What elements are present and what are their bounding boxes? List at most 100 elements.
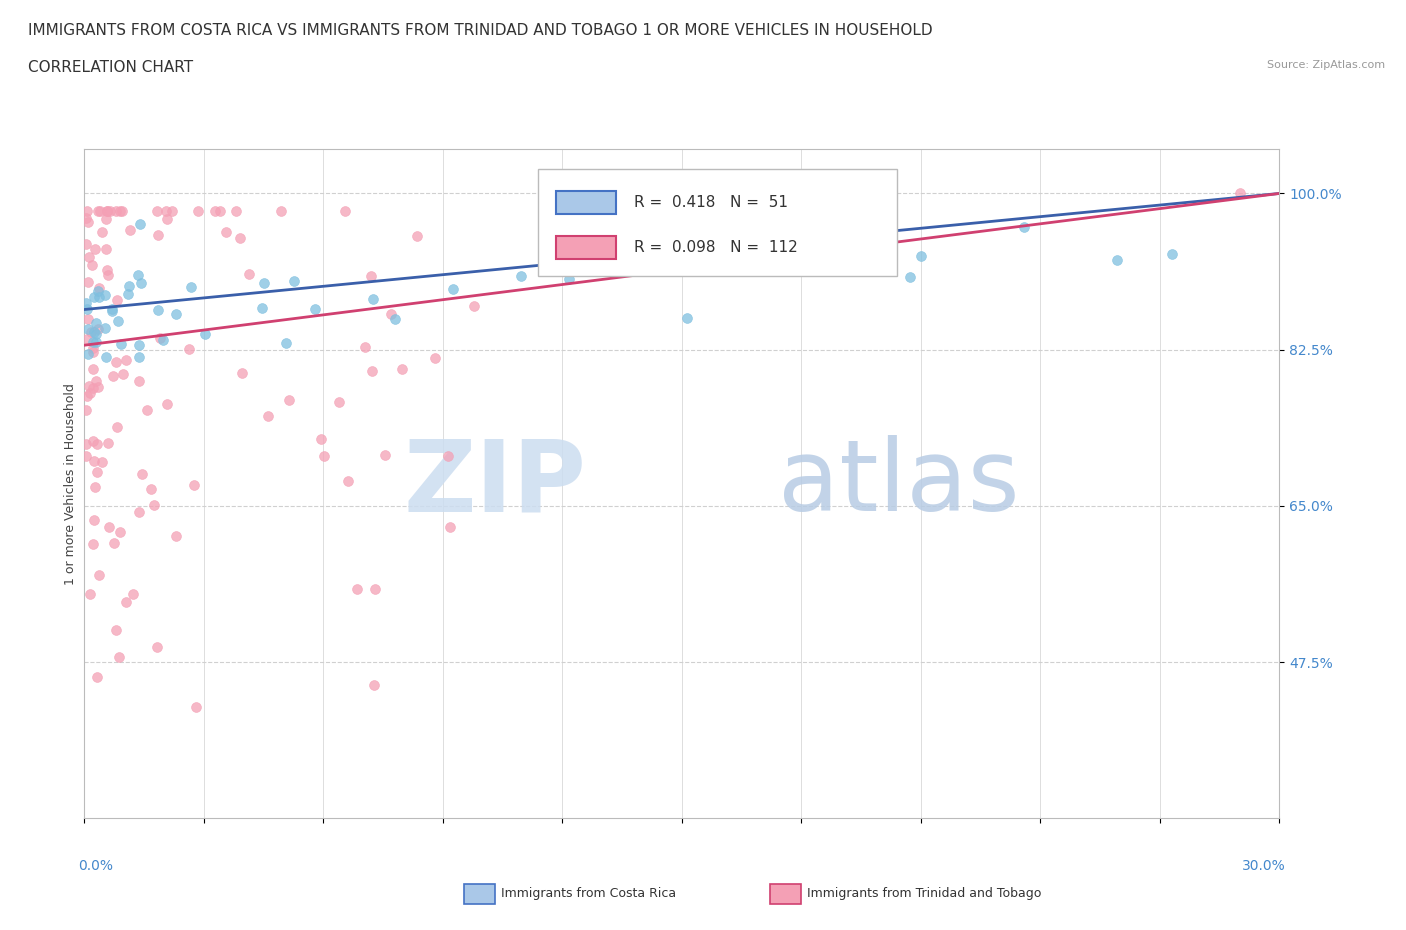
Point — [278, 393, 301, 408]
Point — [86, 670, 108, 684]
Point — [77, 214, 100, 229]
Point — [127, 267, 149, 282]
Point — [86, 322, 108, 337]
Point — [101, 303, 124, 318]
Point — [105, 204, 128, 219]
Point — [128, 350, 150, 365]
Point — [256, 409, 278, 424]
Point — [363, 678, 385, 693]
Point — [309, 432, 332, 446]
Y-axis label: 1 or more Vehicles in Household: 1 or more Vehicles in Household — [65, 382, 77, 585]
Point — [75, 449, 97, 464]
Point — [86, 464, 108, 479]
Text: atlas: atlas — [778, 435, 1019, 532]
Point — [118, 279, 141, 294]
Point — [87, 281, 110, 296]
Text: IMMIGRANTS FROM COSTA RICA VS IMMIGRANTS FROM TRINIDAD AND TOBAGO 1 OR MORE VEHI: IMMIGRANTS FROM COSTA RICA VS IMMIGRANTS… — [28, 23, 932, 38]
Point — [98, 204, 121, 219]
Point — [437, 448, 460, 463]
Point — [97, 268, 120, 283]
Point — [146, 639, 169, 654]
Point — [551, 255, 574, 270]
Point — [86, 284, 108, 299]
Point — [82, 335, 104, 350]
Point — [97, 519, 120, 534]
Point — [283, 273, 305, 288]
Point — [83, 289, 105, 304]
Point — [156, 396, 179, 411]
Point — [80, 325, 103, 339]
Text: R =  0.098   N =  112: R = 0.098 N = 112 — [634, 240, 797, 256]
Point — [250, 300, 273, 315]
Point — [111, 204, 134, 219]
Point — [165, 307, 187, 322]
Point — [749, 257, 772, 272]
Point — [463, 299, 485, 313]
Point — [155, 204, 177, 219]
Point — [75, 237, 97, 252]
Point — [558, 272, 581, 286]
Point — [156, 211, 179, 226]
Point — [87, 290, 110, 305]
Text: R =  0.418   N =  51: R = 0.418 N = 51 — [634, 195, 789, 210]
Point — [406, 229, 429, 244]
Point — [1012, 219, 1035, 234]
Point — [110, 337, 132, 352]
Point — [177, 342, 200, 357]
Text: 30.0%: 30.0% — [1241, 858, 1285, 872]
Point — [89, 204, 111, 219]
Point — [94, 287, 117, 302]
Point — [87, 567, 110, 582]
Point — [94, 321, 117, 336]
Point — [333, 204, 356, 219]
Point — [76, 204, 98, 219]
Point — [90, 455, 112, 470]
Point — [509, 268, 531, 283]
Point — [120, 222, 142, 237]
Point — [86, 315, 108, 330]
Point — [146, 302, 169, 317]
Point — [107, 313, 129, 328]
Point — [360, 269, 382, 284]
Point — [180, 280, 202, 295]
Point — [121, 587, 143, 602]
Point — [79, 385, 101, 400]
Point — [86, 379, 108, 394]
Point — [105, 293, 128, 308]
Point — [112, 366, 135, 381]
Point — [96, 212, 118, 227]
Point — [103, 536, 125, 551]
Point — [1105, 253, 1128, 268]
Point — [97, 435, 120, 450]
Point — [128, 374, 150, 389]
Point — [87, 204, 110, 219]
Point — [79, 587, 101, 602]
Point — [208, 204, 231, 219]
Point — [77, 274, 100, 289]
Point — [231, 365, 253, 380]
FancyBboxPatch shape — [557, 236, 616, 259]
FancyBboxPatch shape — [538, 169, 897, 276]
Point — [115, 352, 138, 367]
Point — [725, 247, 748, 262]
Point — [304, 301, 326, 316]
Text: ZIP: ZIP — [404, 435, 586, 532]
Point — [96, 204, 118, 219]
Point — [110, 525, 132, 539]
Point — [270, 204, 292, 219]
Point — [82, 362, 104, 377]
Point — [675, 311, 697, 325]
Point — [75, 436, 97, 451]
Point — [82, 381, 104, 396]
Point — [91, 225, 114, 240]
Point — [228, 231, 250, 246]
Point — [82, 433, 104, 448]
Point — [441, 282, 464, 297]
Point — [238, 267, 260, 282]
Point — [82, 340, 104, 355]
Point — [84, 335, 107, 350]
Point — [146, 228, 169, 243]
Point — [82, 537, 104, 551]
Point — [360, 364, 382, 379]
Point — [76, 301, 98, 316]
